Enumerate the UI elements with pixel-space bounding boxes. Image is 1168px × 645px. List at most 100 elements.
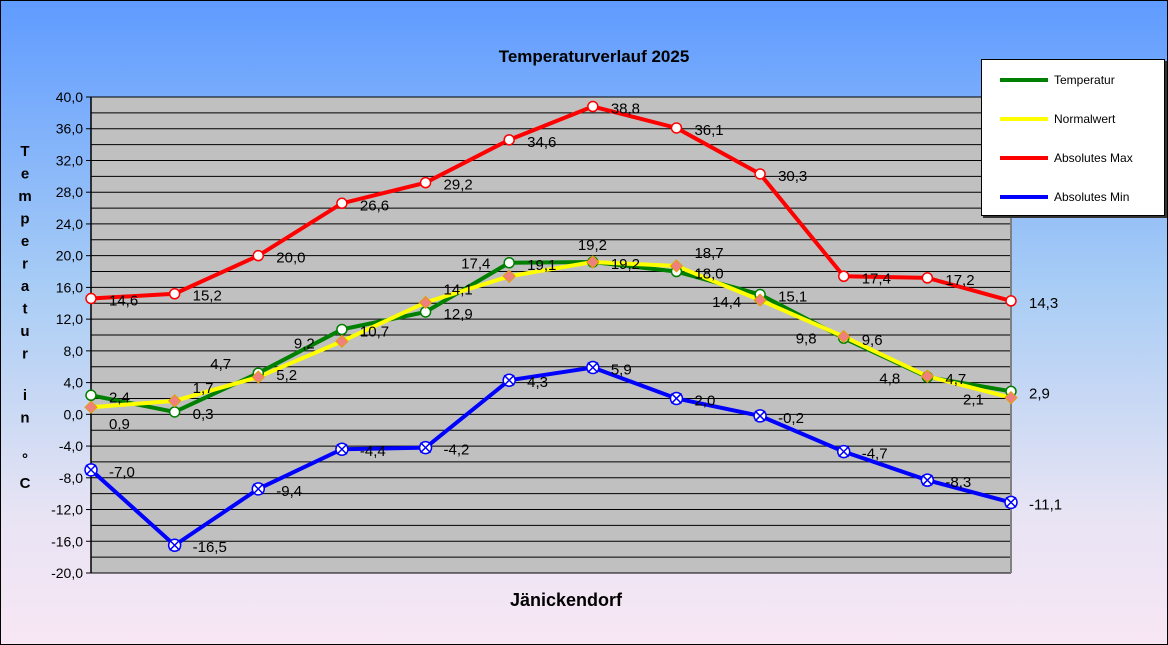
data-label: 4,7: [945, 371, 966, 388]
y-axis-label-char: °: [22, 451, 28, 468]
legend-swatch: [1000, 156, 1048, 160]
data-point-x: [754, 410, 766, 422]
data-label: 18,0: [694, 266, 723, 283]
data-label: 34,6: [527, 134, 556, 151]
data-label: 12,9: [444, 306, 473, 323]
data-point: [1004, 390, 1018, 405]
series-line-absolutes-max: [90, 104, 1012, 303]
y-tick-label: 24,0: [56, 216, 83, 232]
y-tick-label: -4,0: [59, 438, 83, 454]
data-label: 5,9: [611, 362, 632, 379]
data-label: 5,2: [276, 367, 297, 384]
y-axis-label-char: T: [20, 143, 29, 160]
data-point: [837, 270, 850, 283]
y-axis-label-char: C: [20, 475, 31, 492]
data-point: [921, 272, 934, 284]
series-line-normalwert: [90, 260, 1012, 410]
data-label: 26,6: [360, 197, 389, 214]
data-point: [336, 197, 348, 210]
data-labels: 14,6 15,2 20,0 26,6 29,2 34,6 38,8 36,1 30,3 17,4…: [109, 101, 1062, 557]
y-tick-label: 20,0: [56, 248, 83, 264]
data-point: [669, 259, 684, 273]
data-point: [920, 369, 935, 383]
y-tick-label: -12,0: [51, 502, 83, 518]
y-axis-label-char: a: [21, 278, 30, 295]
data-point: [753, 293, 767, 307]
data-point: [586, 255, 600, 269]
data-label: 9,2: [294, 335, 315, 352]
legend-swatch: [1000, 195, 1048, 199]
data-label: 19,1: [527, 257, 556, 274]
data-label: 2,9: [1029, 385, 1050, 402]
data-label: 4,7: [210, 356, 231, 373]
legend-label: Absolutes Max: [1054, 151, 1133, 165]
data-label: 18,7: [694, 245, 723, 262]
data-point: [251, 370, 265, 384]
data-label: 19,2: [578, 237, 607, 254]
data-label: 38,8: [611, 101, 640, 118]
y-axis-label-char: p: [20, 211, 29, 228]
data-point: [336, 323, 348, 336]
y-axis-label-char: t: [23, 301, 28, 318]
data-point-x: [670, 392, 682, 404]
legend-label: Absolutes Min: [1054, 190, 1130, 204]
data-label: 14,1: [444, 281, 473, 298]
data-point: [85, 389, 97, 402]
data-point: [168, 287, 181, 300]
data-label: 15,2: [193, 288, 222, 305]
data-point: [587, 100, 599, 113]
data-point: [503, 134, 515, 146]
data-point-x: [838, 446, 850, 458]
data-label: -7,0: [109, 464, 135, 481]
data-label: -11,1: [1029, 496, 1062, 513]
data-label: 2,0: [694, 392, 715, 409]
data-label: 15,1: [778, 289, 807, 306]
data-point-x: [169, 539, 181, 551]
data-point: [85, 292, 97, 305]
data-point-x: [252, 483, 264, 495]
data-point: [837, 329, 851, 344]
y-tick-label: 32,0: [56, 152, 83, 168]
y-axis-label-char: n: [20, 410, 29, 427]
data-point: [670, 122, 683, 134]
data-point-x: [503, 374, 515, 386]
legend-item: Temperatur: [1000, 70, 1115, 90]
data-label: 17,4: [461, 255, 490, 272]
data-point: [84, 400, 98, 414]
legend-item: Absolutes Max: [1000, 148, 1133, 168]
y-tick-label: 28,0: [56, 184, 83, 200]
data-point: [502, 269, 516, 284]
data-label: 19,2: [611, 256, 640, 273]
chart-title: Temperaturverlauf 2025: [499, 47, 690, 66]
y-tick-label: 4,0: [64, 375, 84, 391]
data-point: [167, 394, 182, 408]
legend-label: Normalwert: [1054, 112, 1116, 126]
data-point: [252, 249, 265, 262]
data-label: 36,1: [694, 122, 723, 139]
data-label: 4,8: [879, 370, 900, 387]
y-tick-label: 16,0: [56, 279, 83, 295]
data-label: -9,4: [276, 483, 302, 500]
legend-label: Temperatur: [1054, 73, 1115, 87]
data-point-x: [85, 464, 97, 476]
legend-swatch: [1000, 117, 1048, 121]
y-tick-label: 12,0: [56, 311, 83, 327]
data-label: -4,2: [444, 442, 470, 459]
data-point-x: [336, 443, 348, 455]
data-label: 20,0: [276, 250, 305, 267]
data-point: [503, 257, 515, 269]
legend-item: Absolutes Min: [1000, 187, 1129, 207]
data-label: 10,7: [360, 323, 389, 340]
data-label: 0,9: [109, 416, 130, 433]
legend: Temperatur Normalwert Absolutes Max Absolut…: [981, 59, 1165, 216]
data-point: [168, 406, 181, 418]
data-point-x: [921, 474, 933, 486]
data-label: 9,6: [862, 332, 883, 349]
x-axis-label: Jänickendorf: [510, 590, 623, 610]
data-point-x: [420, 442, 432, 454]
data-label: -8,3: [945, 474, 971, 491]
y-axis-label-char: r: [22, 346, 28, 363]
data-label: -4,4: [360, 443, 386, 460]
